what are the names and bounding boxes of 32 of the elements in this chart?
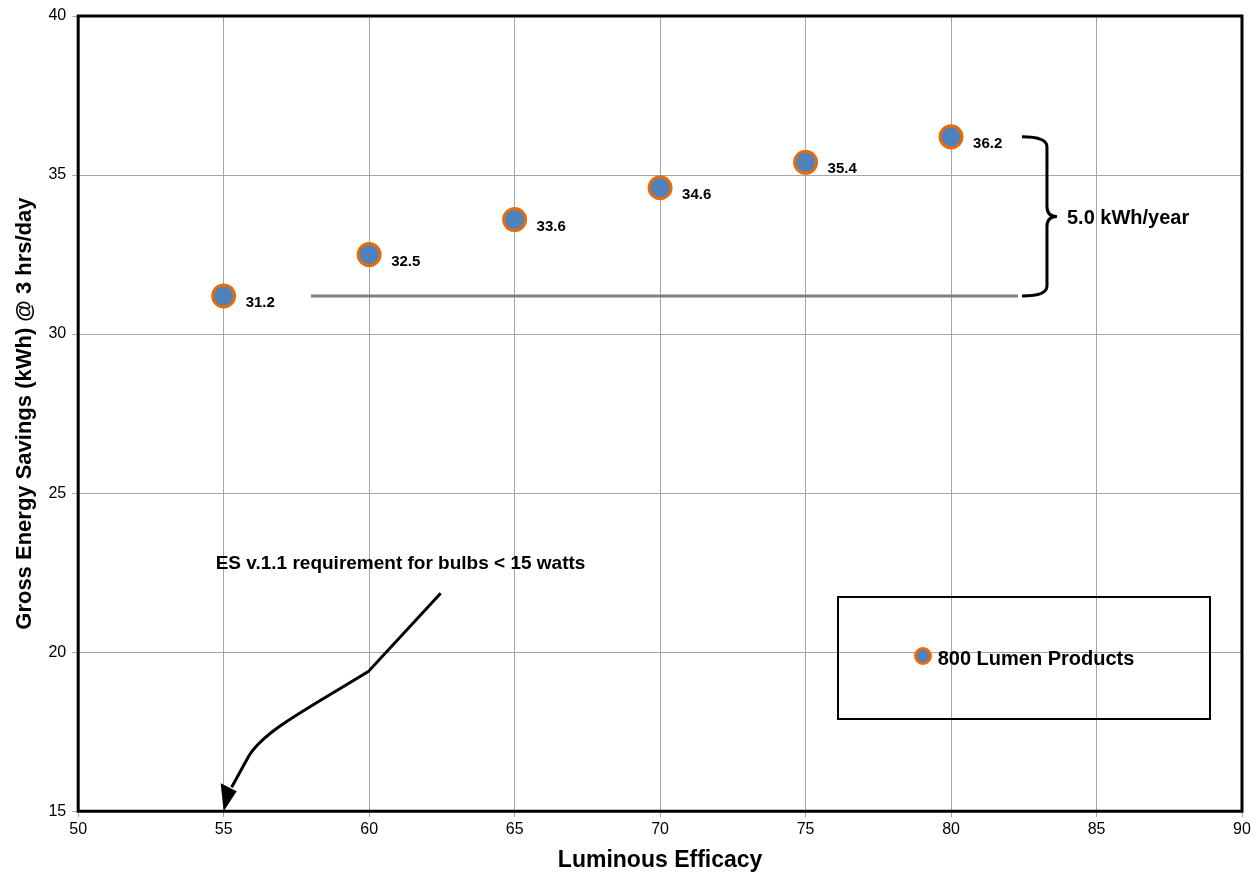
x-axis-title: Luminous Efficacy bbox=[557, 845, 763, 872]
point bbox=[793, 149, 819, 175]
x-tick-label: 80 bbox=[942, 820, 961, 838]
x-tick-label: 60 bbox=[360, 820, 379, 838]
data-label: 34.6 bbox=[682, 184, 712, 202]
data-label: 33.6 bbox=[536, 216, 566, 234]
point bbox=[502, 207, 528, 233]
y-tick-label: 40 bbox=[48, 6, 67, 24]
data-label: 32.5 bbox=[391, 251, 421, 269]
x-tick-label: 75 bbox=[796, 820, 815, 838]
y-tick-label: 15 bbox=[48, 801, 67, 819]
y-tick-label: 25 bbox=[48, 483, 67, 501]
data-label: 35.4 bbox=[827, 159, 858, 177]
point bbox=[211, 283, 237, 309]
x-tick-label: 85 bbox=[1087, 820, 1106, 838]
y-axis-title: Gross Energy Savings (kWh) @ 3 hrs/day bbox=[11, 196, 37, 630]
y-tick-label: 35 bbox=[48, 165, 67, 183]
x-tick-label: 55 bbox=[214, 820, 233, 838]
point bbox=[647, 175, 673, 201]
data-label: 31.2 bbox=[245, 293, 275, 311]
annotation: 5.0 kWh/year bbox=[1066, 206, 1190, 229]
y-tick-label: 30 bbox=[48, 324, 67, 342]
data-label: 36.2 bbox=[973, 134, 1003, 152]
x-tick-label: 90 bbox=[1233, 820, 1251, 838]
x-tick-label: 50 bbox=[69, 820, 88, 838]
point bbox=[356, 242, 382, 268]
x-tick-label: 65 bbox=[505, 820, 524, 838]
legend-label: 800 Lumen Products bbox=[937, 646, 1135, 669]
point bbox=[938, 124, 964, 150]
y-tick-label: 20 bbox=[48, 642, 67, 660]
x-tick-label: 70 bbox=[651, 820, 670, 838]
annotation: ES v.1.1 requirement for bulbs < 15 watts bbox=[215, 552, 586, 574]
